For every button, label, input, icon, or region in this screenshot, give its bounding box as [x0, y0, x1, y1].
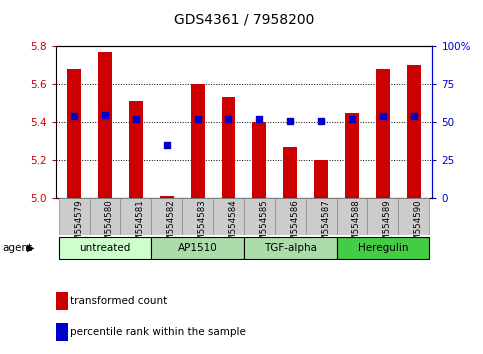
- Text: GSM554579: GSM554579: [74, 199, 83, 252]
- Text: GSM554589: GSM554589: [383, 199, 392, 252]
- Bar: [98, 52, 112, 198]
- Bar: [398, 198, 429, 235]
- Point: [163, 142, 170, 148]
- Text: TGF-alpha: TGF-alpha: [264, 243, 317, 253]
- Bar: [213, 198, 244, 235]
- Bar: [120, 198, 151, 235]
- Bar: [407, 65, 421, 198]
- Text: GSM554586: GSM554586: [290, 199, 299, 252]
- Text: Heregulin: Heregulin: [357, 243, 408, 253]
- Bar: [337, 236, 429, 259]
- Text: GDS4361 / 7958200: GDS4361 / 7958200: [174, 12, 314, 27]
- Text: transformed count: transformed count: [70, 296, 167, 306]
- Bar: [314, 160, 328, 198]
- Bar: [337, 198, 368, 235]
- Point: [410, 113, 418, 119]
- Bar: [56, 323, 68, 341]
- Text: GSM554580: GSM554580: [105, 199, 114, 252]
- Bar: [306, 198, 337, 235]
- Bar: [244, 198, 275, 235]
- Text: GSM554590: GSM554590: [414, 199, 423, 252]
- Bar: [56, 292, 68, 310]
- Bar: [253, 122, 266, 198]
- Bar: [275, 198, 306, 235]
- Text: GSM554581: GSM554581: [136, 199, 145, 252]
- Point: [101, 112, 109, 118]
- Point: [132, 116, 140, 122]
- Bar: [368, 198, 398, 235]
- Bar: [222, 97, 235, 198]
- Point: [317, 118, 325, 124]
- Point: [348, 116, 356, 122]
- Bar: [376, 69, 390, 198]
- Point: [225, 116, 232, 122]
- Bar: [160, 196, 174, 198]
- Text: agent: agent: [2, 243, 32, 253]
- Text: untreated: untreated: [79, 243, 130, 253]
- Bar: [345, 113, 359, 198]
- Bar: [89, 198, 120, 235]
- Text: percentile rank within the sample: percentile rank within the sample: [70, 327, 246, 337]
- Point: [194, 116, 201, 122]
- Text: GSM554583: GSM554583: [198, 199, 207, 252]
- Bar: [151, 198, 182, 235]
- Text: GSM554585: GSM554585: [259, 199, 269, 252]
- Point: [286, 118, 294, 124]
- Text: GSM554588: GSM554588: [352, 199, 361, 252]
- Point: [70, 113, 78, 119]
- Text: ▶: ▶: [27, 243, 34, 253]
- Text: AP1510: AP1510: [178, 243, 217, 253]
- Bar: [67, 69, 81, 198]
- Text: GSM554582: GSM554582: [167, 199, 176, 252]
- Bar: [58, 198, 89, 235]
- Point: [379, 113, 387, 119]
- Bar: [151, 236, 244, 259]
- Bar: [58, 236, 151, 259]
- Bar: [284, 147, 297, 198]
- Text: GSM554584: GSM554584: [228, 199, 238, 252]
- Point: [256, 116, 263, 122]
- Bar: [244, 236, 337, 259]
- Text: GSM554587: GSM554587: [321, 199, 330, 252]
- Bar: [129, 101, 143, 198]
- Bar: [191, 84, 204, 198]
- Bar: [182, 198, 213, 235]
